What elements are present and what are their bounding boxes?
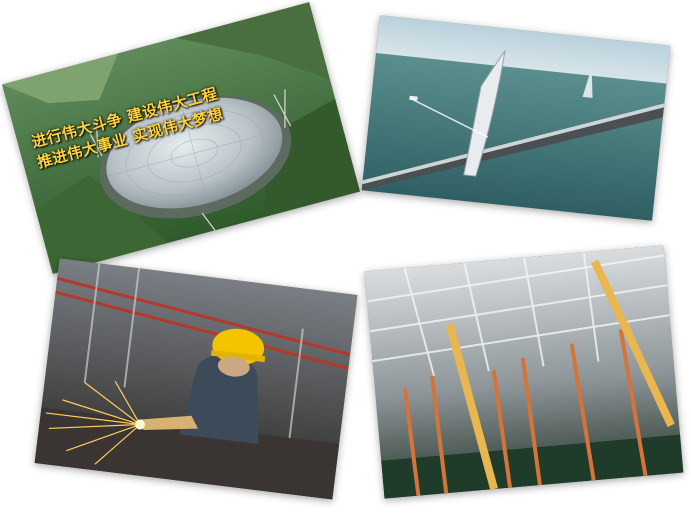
sea-bridge-photo [361, 15, 671, 221]
formwork-illustration [364, 245, 684, 499]
bridge-illustration [361, 15, 671, 221]
fast-telescope-photo: 进行伟大斗争 建设伟大工程 推进伟大事业 实现伟大梦想 [2, 2, 360, 274]
welder-illustration [34, 258, 358, 500]
welder-sparks-photo [34, 258, 358, 500]
construction-formwork-photo [364, 245, 684, 499]
telescope-illustration [2, 2, 360, 274]
